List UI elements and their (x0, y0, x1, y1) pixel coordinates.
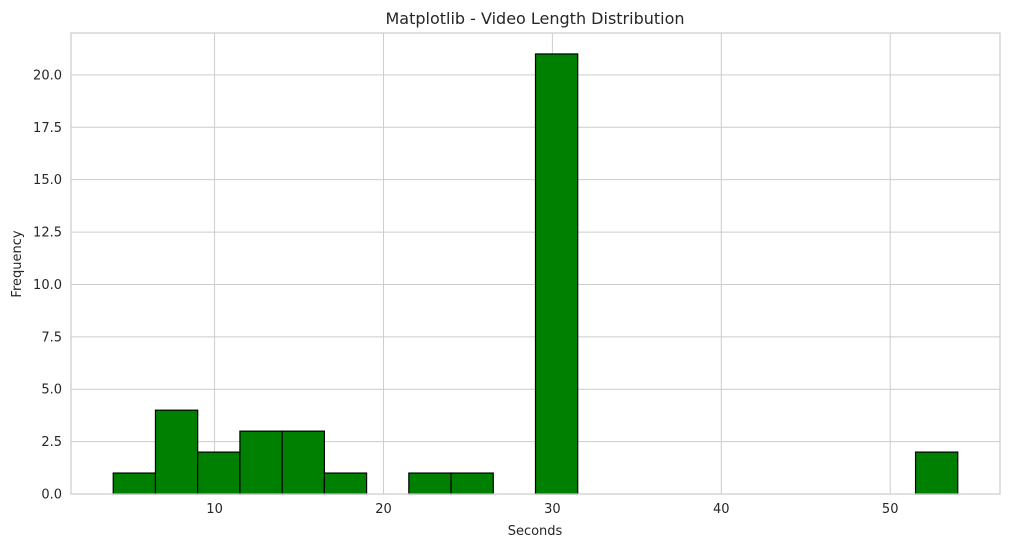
histogram-bars (112, 53, 959, 495)
y-tick-label: 15.0 (33, 173, 62, 188)
histogram-bar (450, 472, 494, 495)
x-axis-label: Seconds (508, 524, 563, 539)
y-axis-label: Frequency (10, 230, 25, 297)
x-tick-label: 50 (882, 502, 899, 517)
chart-title: Matplotlib - Video Length Distribution (385, 9, 684, 28)
y-tick-label: 7.5 (41, 330, 62, 345)
y-tick-label: 0.0 (41, 488, 62, 503)
histogram-bar (323, 472, 368, 495)
y-tick-label: 17.5 (33, 121, 62, 136)
y-tick-label: 20.0 (33, 68, 62, 83)
x-tick-label: 30 (544, 502, 561, 517)
y-tick-label: 10.0 (33, 278, 62, 293)
x-tick-labels: 10 20 30 40 50 (206, 502, 898, 517)
y-tick-label: 12.5 (33, 226, 62, 241)
plot-frame (70, 32, 1001, 495)
y-tick-label: 5.0 (41, 383, 62, 398)
histogram-bar (534, 53, 579, 495)
x-tick-label: 10 (206, 502, 223, 517)
histogram-bar (408, 472, 452, 495)
x-tick-label: 40 (713, 502, 730, 517)
histogram-bar (914, 451, 959, 495)
histogram-bar (239, 430, 283, 495)
y-tick-labels: 0.0 2.5 5.0 7.5 10.0 12.5 15.0 17.5 20.0 (33, 68, 62, 502)
y-tick-label: 2.5 (41, 435, 62, 450)
x-tick-label: 20 (375, 502, 392, 517)
histogram-bar (112, 472, 157, 495)
histogram-bar (281, 430, 325, 495)
histogram-bar (154, 409, 199, 495)
histogram-bar (197, 451, 241, 495)
